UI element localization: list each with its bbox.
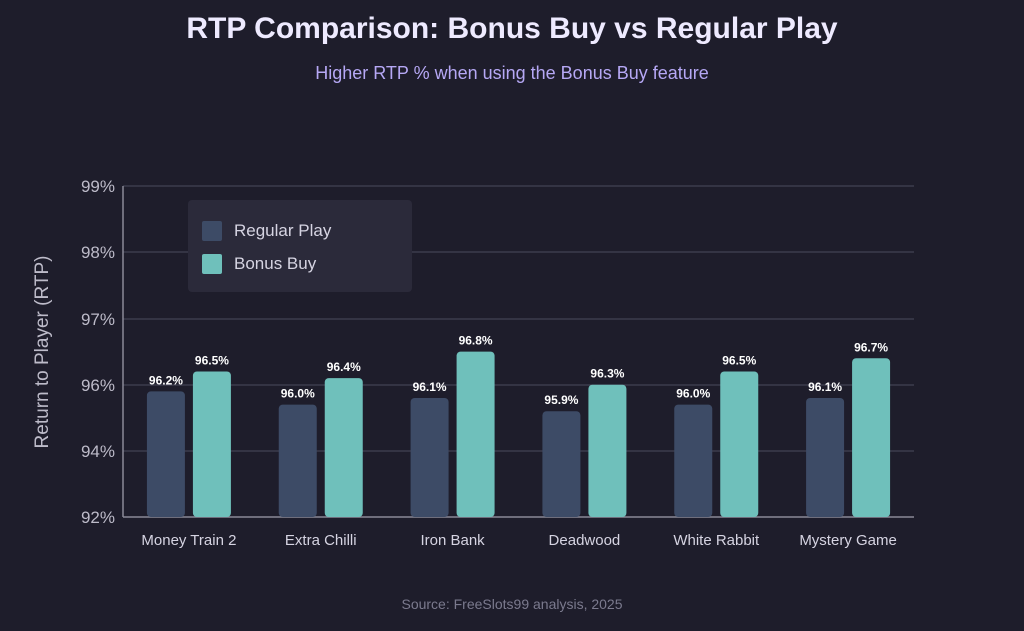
bar-regular-play-extra-chilli: [278, 404, 317, 517]
bar-regular-play-iron-bank: [410, 397, 449, 517]
y-tick-label: 98%: [81, 243, 115, 262]
legend-label-bonus-buy: Bonus Buy: [234, 254, 317, 273]
bar-bonus-buy-money-train-2: [192, 371, 231, 517]
data-label-bonus-buy-deadwood: 96.3%: [590, 367, 624, 381]
data-label-bonus-buy-money-train-2: 96.5%: [195, 354, 229, 368]
y-tick-label: 92%: [81, 508, 115, 527]
bar-bonus-buy-white-rabbit: [720, 371, 759, 517]
data-label-regular-play-extra-chilli: 96.0%: [281, 387, 315, 401]
y-tick-label: 96%: [81, 376, 115, 395]
y-tick-label: 97%: [81, 310, 115, 329]
data-label-regular-play-deadwood: 95.9%: [544, 393, 578, 407]
legend-swatch-bonus-buy: [202, 254, 222, 274]
y-axis-title: Return to Player (RTP): [32, 256, 53, 449]
legend-item-regular-play: Regular Play: [202, 221, 331, 241]
x-category-label: Money Train 2: [141, 532, 236, 549]
y-tick-label: 94%: [81, 442, 115, 461]
data-label-regular-play-iron-bank: 96.1%: [413, 380, 447, 394]
x-category-label: Iron Bank: [420, 532, 485, 549]
data-label-regular-play-white-rabbit: 96.0%: [676, 387, 710, 401]
x-category-label: White Rabbit: [673, 532, 760, 549]
legend: Regular Play Bonus Buy: [188, 200, 412, 292]
x-category-label: Mystery Game: [799, 532, 897, 549]
bar-regular-play-money-train-2: [146, 391, 185, 517]
source-note: Source: FreeSlots99 analysis, 2025: [401, 596, 623, 612]
legend-label-regular-play: Regular Play: [234, 221, 332, 240]
bar-bonus-buy-mystery-game: [852, 358, 891, 517]
y-tick-label: 99%: [81, 177, 115, 196]
chart-subtitle: Higher RTP % when using the Bonus Buy fe…: [315, 63, 709, 83]
bar-regular-play-deadwood: [542, 411, 581, 517]
x-category-label: Extra Chilli: [285, 532, 357, 549]
chart-title: RTP Comparison: Bonus Buy vs Regular Pla…: [186, 12, 838, 45]
bar-regular-play-white-rabbit: [674, 404, 713, 517]
data-label-regular-play-money-train-2: 96.2%: [149, 373, 183, 387]
legend-item-bonus-buy: Bonus Buy: [202, 254, 316, 274]
bar-bonus-buy-extra-chilli: [324, 378, 363, 517]
legend-swatch-regular-play: [202, 221, 222, 241]
data-label-bonus-buy-extra-chilli: 96.4%: [327, 360, 361, 374]
data-label-regular-play-mystery-game: 96.1%: [808, 380, 842, 394]
data-label-bonus-buy-mystery-game: 96.7%: [854, 340, 888, 354]
data-label-bonus-buy-iron-bank: 96.8%: [459, 334, 493, 348]
x-category-label: Deadwood: [549, 532, 621, 549]
bar-regular-play-mystery-game: [806, 397, 845, 517]
bar-bonus-buy-deadwood: [588, 384, 627, 517]
data-label-bonus-buy-white-rabbit: 96.5%: [722, 354, 756, 368]
bar-bonus-buy-iron-bank: [456, 351, 495, 517]
